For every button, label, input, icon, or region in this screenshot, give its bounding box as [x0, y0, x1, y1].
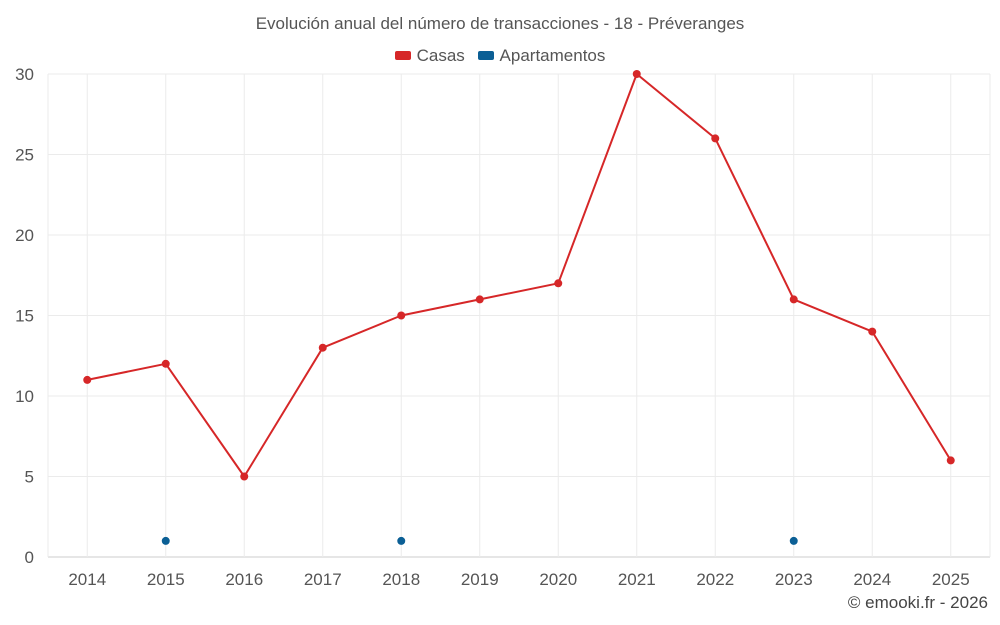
series-line-casas — [87, 73, 952, 478]
legend-label-casas: Casas — [416, 45, 465, 65]
data-point-casas — [946, 456, 955, 465]
data-point-apartamentos — [161, 536, 170, 545]
x-tick-label: 2017 — [304, 570, 342, 589]
data-point-casas — [632, 70, 641, 78]
y-tick-label: 15 — [15, 307, 34, 326]
data-point-apartamentos — [397, 536, 406, 545]
x-tick-label: 2021 — [618, 570, 656, 589]
x-tick-label: 2018 — [382, 570, 420, 589]
data-point-casas — [554, 279, 563, 288]
data-point-casas — [475, 295, 484, 304]
data-point-casas — [83, 375, 92, 384]
legend: Casas Apartamentos — [0, 45, 1000, 66]
chart-title: Evolución anual del número de transaccio… — [255, 14, 745, 33]
legend-item-apartamentos[interactable]: Apartamentos — [477, 45, 606, 66]
data-point-casas — [711, 134, 720, 143]
legend-swatch-casas — [394, 51, 411, 60]
x-tick-label: 2025 — [932, 570, 970, 589]
x-tick-label: 2024 — [853, 570, 891, 589]
legend-item-casas[interactable]: Casas — [394, 45, 465, 66]
data-point-casas — [318, 343, 327, 352]
y-tick-label: 10 — [15, 387, 34, 406]
y-tick-label: 25 — [15, 146, 34, 165]
x-tick-label: 2022 — [696, 570, 734, 589]
x-tick-label: 2015 — [147, 570, 185, 589]
data-point-casas — [240, 472, 249, 481]
data-point-casas — [868, 327, 877, 336]
legend-swatch-apartamentos — [477, 51, 494, 60]
y-tick-label: 0 — [25, 548, 34, 567]
data-point-casas — [789, 295, 798, 304]
credit-text: © emooki.fr - 2026 — [847, 593, 988, 612]
data-point-apartamentos — [789, 536, 798, 545]
x-tick-label: 2023 — [775, 570, 813, 589]
x-tick-label: 2014 — [68, 570, 106, 589]
x-tick-label: 2020 — [539, 570, 577, 589]
y-tick-label: 30 — [15, 65, 34, 84]
data-point-casas — [397, 311, 406, 320]
x-tick-label: 2019 — [461, 570, 499, 589]
y-tick-label: 20 — [15, 226, 34, 245]
legend-label-apartamentos: Apartamentos — [499, 45, 606, 65]
y-tick-label: 5 — [25, 468, 34, 487]
x-tick-label: 2016 — [225, 570, 263, 589]
data-point-casas — [161, 359, 170, 368]
